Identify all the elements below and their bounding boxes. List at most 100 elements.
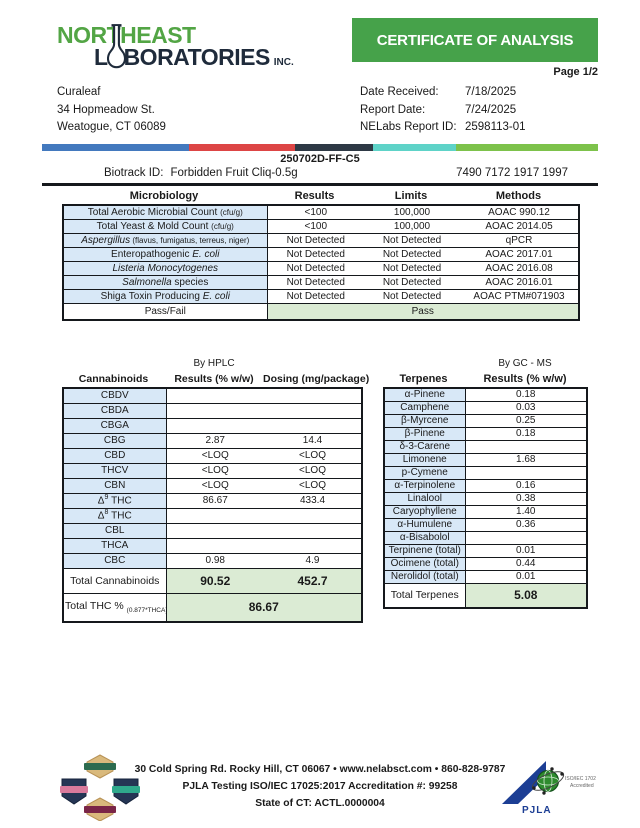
cell-result — [465, 439, 587, 454]
table-row: β-Pinene 0.18 — [384, 426, 587, 441]
table-row: Terpinene (total) 0.01 — [384, 543, 587, 558]
cell-cannabinoid: CBDV — [63, 387, 167, 404]
cell-terpene: Limonene — [384, 452, 466, 467]
table-row: Caryophyllene 1.40 — [384, 504, 587, 519]
cell-results: Not Detected — [267, 232, 364, 248]
cell-result — [166, 522, 264, 539]
cell-cannabinoid: Δ9 THC — [63, 492, 167, 509]
table-row: α-Terpinolene 0.16 — [384, 478, 587, 493]
cell-result: 0.18 — [465, 387, 587, 402]
table-row: CBL — [63, 522, 362, 539]
logo-bottom-pre: L — [94, 44, 108, 70]
col-header-terpenes: Terpenes — [399, 373, 448, 385]
cell-cannabinoid: CBL — [63, 522, 167, 539]
footer-text-block: 30 Cold Spring Rd. Rocky Hill, CT 06067 … — [120, 761, 520, 812]
cell-result: 0.38 — [465, 491, 587, 506]
logo-bottom-post: BORATORIES — [123, 44, 271, 70]
cell-methods: AOAC 2014.05 — [460, 218, 579, 234]
color-bar-segment — [294, 144, 373, 151]
table-row: THCV <LOQ <LOQ — [63, 462, 362, 479]
cell-result — [465, 465, 587, 480]
cell-analyte: Listeria Monocytogenes — [63, 260, 268, 276]
cell-analyte: Total Aerobic Microbial Count (cfu/g) — [63, 204, 268, 220]
cell-pass-value: Pass — [267, 302, 579, 321]
cell-results: Not Detected — [267, 246, 364, 262]
divider-rule — [42, 183, 598, 186]
cell-result — [166, 507, 264, 524]
logo-bottom-text: L BORATORIES INC. — [94, 24, 294, 74]
cell-result: <LOQ — [166, 462, 264, 479]
cell-total-cannabinoids-result: 90.52 — [166, 567, 264, 594]
table-row: THCA — [63, 537, 362, 554]
table-row: CBN <LOQ <LOQ — [63, 477, 362, 494]
cell-cannabinoid: THCV — [63, 462, 167, 479]
cell-total-cannabinoids-dosing: 452.7 — [264, 567, 362, 594]
cell-result: 0.25 — [465, 413, 587, 428]
table-row: Enteropathogenic E. coli Not Detected Not … — [63, 246, 579, 262]
cell-terpene: Linalool — [384, 491, 466, 506]
pjla-accredited-text: Accredited — [570, 783, 594, 789]
flask-icon — [106, 24, 126, 69]
table-row: δ-3-Carene — [384, 439, 587, 454]
cell-results: <100 — [267, 204, 364, 220]
table-row: CBDA — [63, 402, 362, 419]
col-header-cann-results: Results (% w/w) — [174, 373, 254, 385]
cell-result — [166, 537, 264, 554]
cell-limits: 100,000 — [364, 204, 460, 220]
cell-result: 0.98 — [166, 552, 264, 569]
color-bar — [42, 144, 598, 151]
northeast-laboratories-logo: NORTHEAST L BORATORIES INC. — [57, 24, 294, 74]
cell-cannabinoid: CBN — [63, 477, 167, 494]
cell-result — [166, 387, 264, 404]
col-header-cann-dosing: Dosing (mg/package) — [263, 373, 370, 385]
cell-limits: Not Detected — [364, 232, 460, 248]
cell-terpene: α-Terpinolene — [384, 478, 466, 493]
table-row: Aspergillus (flavus, fumigatus, terreus,… — [63, 232, 579, 248]
color-bar-segment — [456, 144, 598, 151]
table-row: α-Pinene 0.18 — [384, 387, 587, 402]
cannabinoids-method-label: By HPLC — [193, 358, 235, 369]
cell-result — [166, 402, 264, 419]
date-received-label: Date Received: — [360, 86, 439, 98]
table-row: Pass/Fail Pass — [63, 302, 579, 321]
cell-terpene: Nerolidol (total) — [384, 569, 466, 584]
table-row: α-Humulene 0.36 — [384, 517, 587, 532]
table-row: CBG 2.87 14.4 — [63, 432, 362, 449]
table-row: Total Cannabinoids 90.52 452.7 — [63, 567, 362, 594]
logo-top-text: NORTHEAST — [57, 22, 196, 48]
cell-dosing: 14.4 — [264, 432, 362, 449]
cell-dosing — [264, 507, 362, 524]
table-row: Camphene 0.03 — [384, 400, 587, 415]
cell-analyte: Total Yeast & Mold Count (cfu/g) — [63, 218, 268, 234]
table-row: Ocimene (total) 0.44 — [384, 556, 587, 571]
terpenes-header-row: Terpenes Results (% w/w) — [383, 373, 588, 385]
client-address-block: Curaleaf 34 Hopmeadow St. Weatogue, CT 0… — [57, 84, 166, 137]
footer-address-line: 30 Cold Spring Rd. Rocky Hill, CT 06067 … — [134, 764, 506, 775]
microbiology-section: Microbiology Results Limits Methods Tota… — [62, 190, 580, 321]
cell-terpene: α-Bisabolol — [384, 530, 466, 545]
cell-methods: AOAC PTM#071903 — [460, 288, 579, 304]
biotrack-row: Biotrack ID: Forbidden Fruit Cliq-0.5g 74… — [42, 167, 598, 179]
footer-accreditation-line: PJLA Testing ISO/IEC 17025:2017 Accredit… — [182, 781, 458, 792]
cell-dosing — [264, 402, 362, 419]
table-row: Linalool 0.38 — [384, 491, 587, 506]
cell-limits: Not Detected — [364, 274, 460, 290]
cell-terpene: Ocimene (total) — [384, 556, 466, 571]
cannabinoids-header-row: Cannabinoids Results (% w/w) Dosing (mg/… — [62, 373, 370, 385]
col-header-cannabinoids: Cannabinoids — [78, 373, 149, 385]
cell-dosing: <LOQ — [264, 447, 362, 464]
cell-result: 2.87 — [166, 432, 264, 449]
cell-dosing: <LOQ — [264, 477, 362, 494]
cell-cannabinoid: THCA — [63, 537, 167, 554]
cell-dosing: 433.4 — [264, 492, 362, 509]
cell-cannabinoid: CBD — [63, 447, 167, 464]
cell-terpene: δ-3-Carene — [384, 439, 466, 454]
cell-result: 0.03 — [465, 400, 587, 415]
table-row: p-Cymene — [384, 465, 587, 480]
table-row: CBD <LOQ <LOQ — [63, 447, 362, 464]
pjla-iso-text: ISO/IEC 17025:2017 — [565, 776, 596, 782]
cell-analyte: Aspergillus (flavus, fumigatus, terreus,… — [63, 232, 268, 248]
table-row: CBDV — [63, 387, 362, 404]
cell-result: 0.01 — [465, 543, 587, 558]
table-row: β-Myrcene 0.25 — [384, 413, 587, 428]
